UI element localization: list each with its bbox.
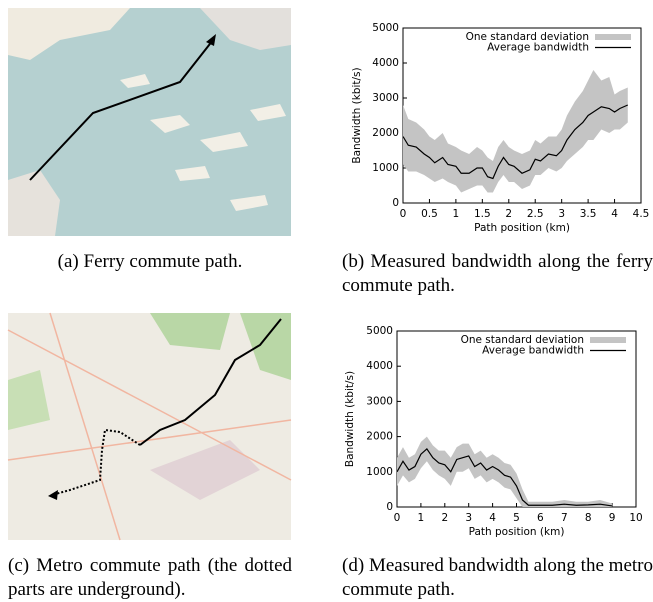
y-tick-label: 5000 bbox=[372, 22, 399, 34]
caption-c: (c) Metro commute path (the dotted parts… bbox=[8, 554, 292, 602]
figure: 01000200030004000500000.511.522.533.544.… bbox=[0, 0, 653, 601]
x-tick-label: 4.5 bbox=[633, 208, 650, 220]
ferry-map bbox=[8, 8, 291, 236]
y-tick-label: 1000 bbox=[372, 162, 399, 174]
y-axis-label: Bandwidth (kbit/s) bbox=[351, 67, 363, 163]
x-tick-label: 6 bbox=[537, 512, 544, 524]
x-tick-label: 1 bbox=[418, 512, 425, 524]
x-axis-label: Path position (km) bbox=[469, 526, 565, 538]
caption-b: (b) Measured bandwidth along the ferry c… bbox=[342, 250, 653, 298]
x-tick-label: 0 bbox=[394, 512, 401, 524]
y-tick-label: 3000 bbox=[372, 92, 399, 104]
x-tick-label: 7 bbox=[561, 512, 568, 524]
y-tick-label: 4000 bbox=[366, 360, 393, 372]
legend-swatch bbox=[590, 337, 626, 343]
x-tick-label: 2 bbox=[441, 512, 448, 524]
x-tick-label: 4 bbox=[611, 208, 618, 220]
x-tick-label: 1.5 bbox=[474, 208, 491, 220]
y-tick-label: 2000 bbox=[366, 431, 393, 443]
x-axis-label: Path position (km) bbox=[474, 222, 570, 234]
caption-d: (d) Measured bandwidth along the metro c… bbox=[342, 554, 653, 602]
caption-a: (a) Ferry commute path. bbox=[8, 250, 292, 274]
y-axis-label: Bandwidth (kbit/s) bbox=[344, 371, 356, 467]
legend-swatch bbox=[595, 34, 631, 40]
legend-label: Average bandwidth bbox=[487, 42, 589, 54]
page: 01000200030004000500000.511.522.533.544.… bbox=[0, 0, 653, 601]
x-tick-label: 0 bbox=[400, 208, 407, 220]
x-tick-label: 2 bbox=[505, 208, 512, 220]
y-tick-label: 0 bbox=[392, 197, 399, 209]
y-tick-label: 5000 bbox=[366, 325, 393, 337]
x-tick-label: 1 bbox=[453, 208, 460, 220]
y-tick-label: 3000 bbox=[366, 395, 393, 407]
x-tick-label: 5 bbox=[513, 512, 520, 524]
y-tick-label: 2000 bbox=[372, 127, 399, 139]
std-band bbox=[397, 437, 612, 507]
x-tick-label: 2.5 bbox=[527, 208, 544, 220]
std-band bbox=[403, 70, 628, 193]
x-tick-label: 9 bbox=[609, 512, 616, 524]
legend-label: Average bandwidth bbox=[482, 345, 584, 357]
x-tick-label: 0.5 bbox=[421, 208, 438, 220]
y-tick-label: 0 bbox=[386, 501, 393, 513]
y-tick-label: 1000 bbox=[366, 466, 393, 478]
x-tick-label: 3 bbox=[558, 208, 565, 220]
x-tick-label: 10 bbox=[629, 512, 642, 524]
x-tick-label: 3 bbox=[465, 512, 472, 524]
y-tick-label: 4000 bbox=[372, 57, 399, 69]
x-tick-label: 3.5 bbox=[580, 208, 597, 220]
x-tick-label: 4 bbox=[489, 512, 496, 524]
x-tick-label: 8 bbox=[585, 512, 592, 524]
metro-map bbox=[8, 313, 291, 540]
